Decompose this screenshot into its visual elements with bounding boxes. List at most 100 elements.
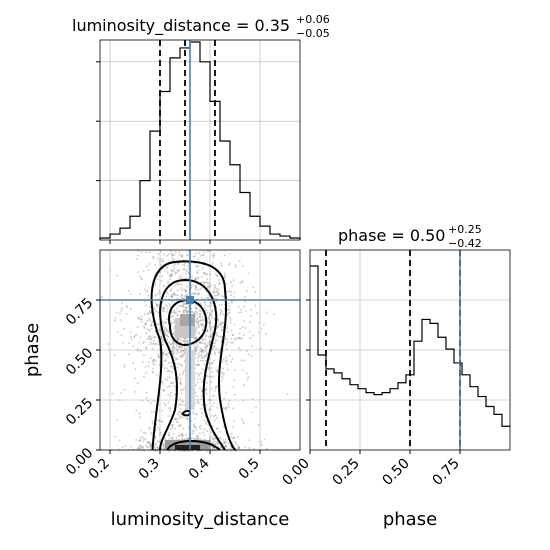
scatter-point: [225, 408, 227, 411]
scatter-point: [145, 251, 147, 254]
scatter-point: [225, 406, 228, 409]
scatter-point: [238, 337, 241, 339]
scatter-point: [158, 440, 161, 443]
scatter-point: [213, 437, 216, 440]
scatter-point: [209, 408, 212, 410]
scatter-point: [212, 256, 215, 259]
scatter-point: [161, 259, 164, 262]
scatter-point: [135, 439, 137, 441]
scatter-point: [179, 373, 181, 376]
scatter-point: [204, 338, 207, 341]
scatter-point: [170, 322, 172, 325]
scatter-point: [166, 338, 169, 341]
scatter-point: [192, 424, 195, 427]
scatter-point: [175, 418, 177, 420]
contour-line-1: [159, 278, 226, 451]
scatter-point: [171, 296, 173, 298]
scatter-point: [182, 268, 185, 271]
scatter-point: [214, 443, 217, 446]
scatter-point: [246, 349, 249, 352]
scatter-point: [123, 328, 125, 330]
scatter-point: [201, 328, 204, 331]
scatter-point: [190, 286, 192, 289]
scatter-point: [192, 292, 194, 295]
scatter-point: [172, 352, 175, 355]
scatter-point: [201, 339, 204, 342]
scatter-point: [153, 445, 155, 448]
scatter-point: [143, 376, 145, 378]
scatter-point: [216, 441, 219, 443]
scatter-point: [167, 332, 170, 334]
scatter-point: [160, 448, 162, 450]
scatter-point: [226, 348, 228, 351]
scatter-point: [176, 340, 179, 343]
scatter-point: [186, 254, 188, 257]
scatter-point: [144, 313, 146, 316]
scatter-point: [152, 400, 155, 402]
scatter-point: [115, 311, 118, 314]
scatter-point: [242, 420, 244, 423]
scatter-point: [191, 275, 193, 278]
scatter-point: [165, 310, 168, 313]
scatter-point: [183, 340, 186, 343]
scatter-point: [159, 260, 162, 263]
scatter-point: [233, 369, 236, 371]
scatter-point: [157, 419, 160, 421]
scatter-point: [233, 437, 236, 439]
scatter-point: [143, 432, 145, 434]
scatter-point: [220, 312, 222, 314]
scatter-point: [212, 446, 215, 449]
phase-x-ticks: 0.00 0.25 0.50 0.75: [279, 456, 462, 489]
scatter-point: [203, 363, 206, 366]
scatter-point: [201, 390, 203, 393]
scatter-point: [185, 290, 187, 293]
joint-x-tick-label: 0.3: [136, 456, 163, 483]
scatter-point: [139, 447, 142, 450]
scatter-point: [195, 413, 198, 416]
scatter-point: [219, 323, 222, 326]
scatter-point: [242, 369, 244, 372]
scatter-point: [210, 431, 213, 433]
scatter-point: [140, 436, 142, 439]
scatter-point: [197, 364, 200, 366]
scatter-point: [209, 362, 212, 365]
scatter-point: [162, 325, 165, 328]
scatter-point: [207, 297, 210, 300]
scatter-point: [147, 312, 150, 315]
scatter-point: [153, 308, 156, 310]
scatter-point: [180, 392, 183, 395]
scatter-point: [170, 253, 173, 255]
phase-title-upper: +0.25: [448, 223, 482, 236]
scatter-point: [173, 253, 176, 256]
scatter-point: [174, 449, 176, 452]
scatter-point: [185, 277, 187, 280]
scatter-point: [180, 377, 182, 380]
scatter-point: [205, 346, 208, 349]
scatter-point: [179, 310, 181, 313]
scatter-point: [231, 334, 234, 336]
scatter-point: [178, 449, 181, 452]
joint-truth-marker: [186, 296, 194, 304]
scatter-point: [149, 319, 151, 322]
scatter-point: [157, 426, 159, 429]
scatter-point: [248, 330, 251, 333]
scatter-point: [166, 353, 168, 356]
scatter-point: [171, 424, 174, 426]
scatter-point: [156, 446, 158, 448]
scatter-point: [174, 347, 176, 350]
scatter-point: [136, 349, 139, 352]
scatter-point: [155, 342, 157, 345]
scatter-point: [209, 440, 211, 443]
scatter-point: [207, 286, 209, 289]
scatter-point: [166, 305, 169, 308]
scatter-point: [244, 309, 247, 312]
scatter-point: [199, 304, 202, 306]
scatter-point: [174, 362, 177, 365]
phase-title-param: phase: [338, 226, 386, 245]
scatter-point: [191, 293, 193, 296]
scatter-point: [226, 368, 229, 371]
scatter-point: [224, 444, 227, 447]
scatter-point: [215, 300, 218, 303]
scatter-point: [149, 443, 152, 446]
scatter-point: [171, 311, 174, 314]
